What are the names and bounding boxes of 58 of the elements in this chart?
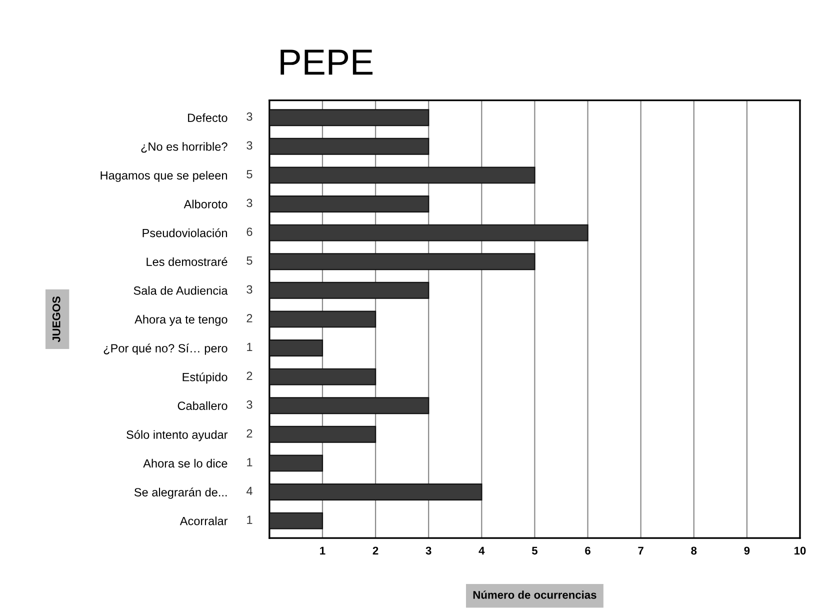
bar [269,196,430,212]
bar [269,166,536,184]
bar [269,426,376,443]
x-axis-title: Número de ocurrencias [473,590,596,599]
x-tick-label: 4 [478,546,485,554]
bar [269,368,376,386]
x-tick-label: 10 [794,546,806,555]
data-label: 5 [246,170,252,178]
data-label: 4 [246,486,252,496]
bar [269,512,324,530]
x-tick-label: 2 [372,546,378,554]
bar [269,340,324,356]
data-label: 3 [246,400,252,409]
data-label: 3 [246,141,252,150]
bar [269,253,536,270]
y-tick-label: Defecto [188,113,228,122]
x-tick-label: 7 [638,546,644,554]
bar [269,109,430,126]
y-axis-title: JUEGOS [52,296,60,342]
x-tick-label: 3 [426,546,432,555]
y-tick-label: Sala de Audiencia [134,286,228,295]
x-tick-label: 8 [691,546,697,555]
data-label: 3 [246,198,252,208]
bar [269,224,588,242]
x-tick-label: 6 [585,546,590,555]
data-label: 2 [246,372,252,380]
data-label: 5 [246,256,252,265]
y-tick-label: Caballero [178,401,228,410]
y-tick-label: Ahora se lo dice [143,458,228,468]
data-label: 2 [246,429,252,438]
x-tick-label: 5 [532,546,538,555]
data-label: 3 [246,285,252,294]
y-tick-label: Ahora ya te tengo [134,314,228,326]
x-tick-label: 1 [320,546,326,554]
bar [269,484,482,500]
data-label: 1 [247,342,252,352]
y-tick-label: Pseudoviolación [142,228,227,238]
y-tick-label: Hagamos que se peleen [100,170,227,182]
y-tick-label: Sólo intento ayudar [126,430,228,442]
data-label: 1 [247,516,252,524]
y-tick-label: ¿Por qué no? Sí… pero [104,344,228,355]
chart-title: PEPE [280,50,373,75]
x-tick-label: 9 [744,546,750,555]
y-tick-label: Estúpido [182,372,228,384]
data-label: 1 [247,458,252,466]
bar [269,454,324,472]
bar [269,310,376,328]
bar [269,397,430,414]
bar [269,282,430,299]
y-tick-label: Les demostraré [146,257,228,266]
y-tick-label: Se alegrarán de... [134,488,227,499]
data-label: 6 [246,228,252,236]
data-label: 2 [246,314,252,322]
bar [269,138,430,155]
y-tick-label: Alboroto [184,200,228,208]
y-tick-label: Acorralar [180,516,228,526]
y-tick-label: ¿No es horrible? [141,142,228,153]
data-label: 3 [246,112,252,121]
